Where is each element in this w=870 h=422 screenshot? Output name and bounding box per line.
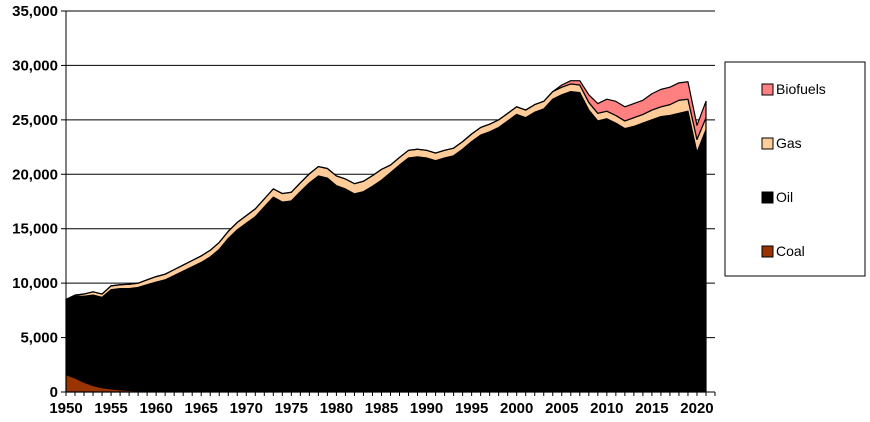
x-tick-label: 1975	[275, 400, 308, 417]
x-tick-label: 2020	[680, 400, 713, 417]
x-tick-label: 2005	[545, 400, 578, 417]
area-series-biofuels	[65, 80, 707, 301]
x-tick-label: 1970	[230, 400, 263, 417]
legend-swatch-biofuels	[761, 83, 774, 96]
x-tick-label: 1990	[410, 400, 443, 417]
y-tick-label: 10,000	[12, 275, 58, 292]
x-tick-label: 2010	[590, 400, 623, 417]
y-tick-label: 0	[50, 384, 58, 401]
legend-swatch-coal	[761, 245, 774, 258]
y-tick-label: 35,000	[12, 3, 58, 20]
legend-swatch-oil	[761, 191, 774, 204]
x-tick-label: 2000	[500, 400, 533, 417]
y-axis-ticks: 0 5,000 10,000 15,000 20,000 25,000 30,000 35,0…	[12, 3, 66, 401]
x-tick-label: 1960	[139, 400, 172, 417]
x-tick-label: 1985	[365, 400, 398, 417]
y-tick-label: 25,000	[12, 112, 58, 129]
y-tick-label: 30,000	[12, 57, 58, 74]
x-tick-label: 1995	[455, 400, 488, 417]
legend-label-gas: Gas	[776, 135, 802, 151]
legend-label-oil: Oil	[776, 189, 793, 205]
legend-swatch-gas	[761, 137, 774, 150]
x-tick-label: 1965	[185, 400, 218, 417]
x-tick-label: 1980	[320, 400, 353, 417]
legend-label-coal: Coal	[776, 243, 805, 259]
x-tick-label: 2015	[635, 400, 668, 417]
y-tick-label: 5,000	[20, 330, 58, 347]
legend: Biofuels Gas Oil Coal	[724, 61, 866, 277]
y-tick-label: 15,000	[12, 221, 58, 238]
x-axis-ticks: 1950 1955 1960 1965 1970 1975 1980 1985 1990 1995…	[49, 392, 716, 417]
y-tick-label: 20,000	[12, 166, 58, 183]
legend-box	[724, 61, 866, 277]
legend-label-biofuels: Biofuels	[776, 81, 826, 97]
x-tick-label: 1950	[49, 400, 82, 417]
x-tick-label: 1955	[94, 400, 127, 417]
